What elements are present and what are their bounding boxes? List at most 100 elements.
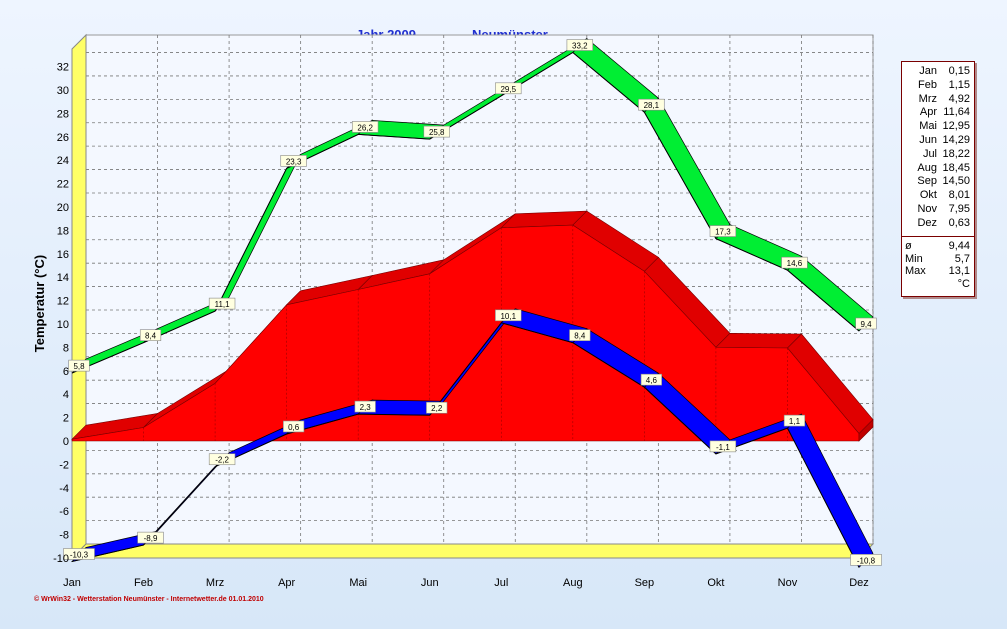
min-data-label-text: 10,1 (500, 312, 516, 321)
legend-stat-row: ø 9,44 (902, 240, 974, 254)
legend-month-name: Nov (917, 203, 937, 215)
y-tick-label: -10 (53, 553, 69, 565)
legend-month-name: Jun (919, 134, 937, 146)
max-data-label-text: 23,3 (286, 157, 302, 166)
max-data-label-text: 17,3 (715, 228, 731, 237)
max-data-label: 17,3 (709, 225, 737, 237)
legend-stat-key: Max (905, 265, 926, 277)
max-data-label-bg (280, 155, 307, 167)
footer-credit: © WrWin32 - Wetterstation Neumünster - I… (34, 596, 264, 603)
mean-area-side (858, 418, 874, 442)
min-data-label-bg (354, 400, 376, 413)
legend-month-row: Nov 7,95 (902, 203, 974, 217)
legend-stat-value: 13,1 (948, 265, 970, 277)
legend-month-value: 14,29 (942, 134, 970, 146)
y-tick-label: 16 (57, 249, 69, 261)
y-axis-label: Temperatur (°C) (32, 255, 47, 352)
min-data-label: 0,6 (283, 420, 305, 433)
x-axis-floor (70, 543, 875, 559)
min-data-label-bg (850, 554, 882, 566)
min-data-label: -8,9 (137, 531, 164, 544)
max-data-label-bg (351, 121, 379, 133)
min-data-label-text: -10,8 (857, 556, 876, 565)
x-tick-label: Jun (421, 577, 439, 589)
legend-month-row: Jan 0,15 (902, 65, 974, 79)
y-tick-label: 18 (57, 225, 69, 237)
min-data-label-text: -10,3 (70, 551, 89, 560)
y-tick-label: 6 (63, 366, 69, 378)
max-data-label-text: 26,2 (357, 123, 373, 132)
max-data-label-bg (139, 329, 162, 341)
y-tick-label: 14 (57, 272, 69, 284)
y-tick-label: 20 (57, 202, 69, 214)
max-data-label-text: 29,5 (500, 85, 516, 94)
y-tick-label: -8 (59, 530, 69, 542)
x-tick-label: Apr (278, 577, 295, 589)
max-data-label: 25,8 (423, 125, 450, 138)
legend-month-value: 7,95 (948, 203, 970, 215)
max-data-label-bg (208, 297, 236, 310)
series-max (71, 38, 874, 374)
mean-area-top (715, 332, 803, 349)
legend-month-row: Sep 14,50 (902, 175, 974, 189)
y-tick-label: 28 (57, 108, 69, 120)
min-data-label-bg (208, 453, 236, 466)
legend-month-row: Dez 0,63 (902, 217, 974, 231)
max-data-label-text: 5,8 (73, 362, 85, 371)
legend-stat-key: ø (905, 240, 912, 252)
legend-month-value: 18,45 (942, 161, 970, 174)
legend-month-value: 4,92 (948, 92, 970, 105)
min-data-label-text: -1,1 (716, 443, 730, 452)
y-tick-label: 10 (57, 319, 69, 331)
max-data-label: 8,4 (139, 329, 162, 341)
min-data-label-bg (63, 548, 95, 560)
max-data-label-text: 11,1 (215, 300, 231, 309)
legend-month-name: Feb (918, 78, 937, 91)
min-data-label-bg (709, 440, 737, 453)
min-data-label: 1,1 (783, 414, 806, 427)
max-data-label: 26,2 (351, 121, 379, 133)
min-data-label-bg (283, 420, 305, 433)
y-tick-label: -6 (59, 506, 69, 518)
y-tick-label: 2 (63, 413, 69, 425)
max-data-label: 23,3 (280, 155, 307, 167)
min-data-label: 2,2 (426, 401, 448, 414)
legend-month-name: Apr (919, 106, 937, 119)
max-data-label-bg (495, 82, 522, 95)
legend-month-row: Mrz 4,92 (902, 93, 974, 107)
legend-month-name: Jan (919, 65, 937, 77)
legend-month-value: 0,63 (948, 216, 970, 229)
min-data-label-text: -2,2 (215, 456, 229, 465)
legend-month-name: Okt (919, 189, 937, 202)
legend-month-row: Aug 18,45 (902, 162, 974, 176)
legend-stat-value: 5,7 (954, 252, 970, 265)
x-tick-label: Okt (707, 577, 724, 589)
x-tick-label: Sep (635, 577, 655, 589)
max-data-label-bg (423, 125, 450, 138)
legend-month-row: Jun 14,29 (902, 134, 974, 148)
y-tick-label: 4 (63, 389, 69, 401)
legend-stat-key: Min (905, 252, 923, 265)
max-data-label-bg (855, 317, 877, 330)
max-data-label-bg (68, 359, 90, 372)
legend-box: Jan 0,15 Feb 1,15 Mrz 4,92 Apr 11,64 Mai 12,95 Jun… (901, 61, 975, 297)
legend-month-value: 14,50 (942, 175, 970, 188)
x-tick-label: Jan (63, 577, 81, 589)
legend-month-row: Feb 1,15 (902, 79, 974, 93)
min-data-label-bg (783, 414, 806, 427)
legend-month-value: 1,15 (948, 78, 970, 91)
max-data-label-text: 33,2 (572, 42, 588, 51)
max-data-label-bg (781, 256, 808, 269)
min-data-label: -1,1 (709, 440, 737, 453)
legend-month-value: 8,01 (948, 189, 970, 202)
legend-month-row: Mai 12,95 (902, 120, 974, 134)
x-tick-label: Dez (849, 577, 869, 589)
legend-stat-row: Max 13,1 (902, 265, 974, 279)
max-data-label-text: 14,6 (787, 259, 803, 268)
legend-stat-value: 9,44 (948, 240, 970, 252)
min-data-label-text: 8,4 (574, 332, 586, 341)
y-tick-label: 8 (63, 342, 69, 354)
series-max-line (71, 51, 860, 374)
min-data-label: -2,2 (208, 453, 236, 466)
